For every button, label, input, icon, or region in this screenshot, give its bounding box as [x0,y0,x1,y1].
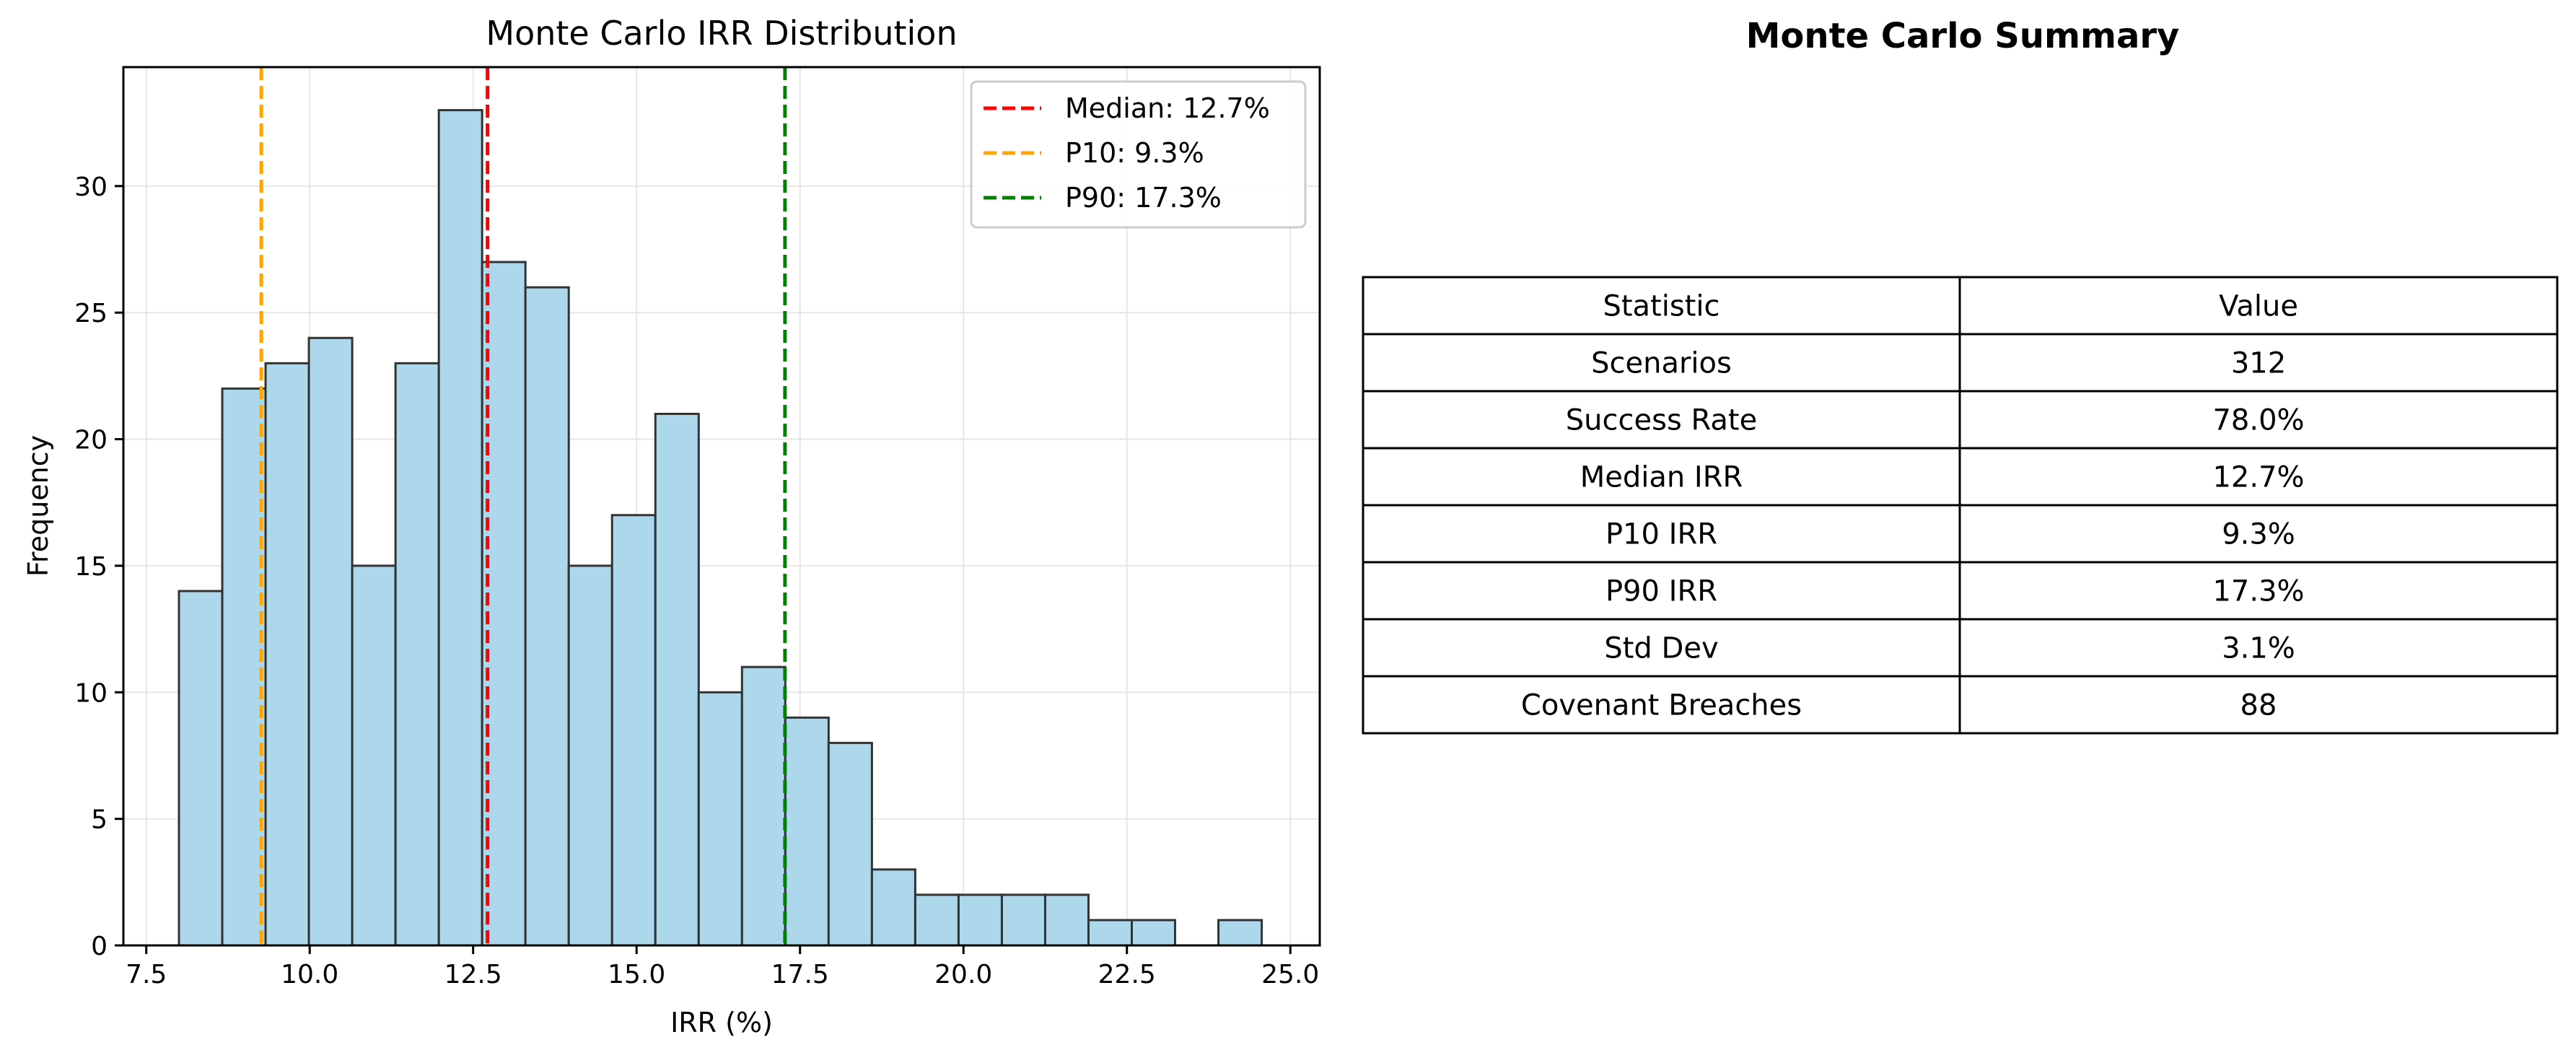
histogram-bar [351,564,397,947]
x-tick-label: 10.0 [281,960,338,989]
summary-table-panel: Monte Carlo Summary Statistic Value Scenar… [1362,16,2559,735]
y-tick-label: 10 [74,678,108,708]
table-cell [1362,390,1961,450]
table-cell-statistic: P90 IRR [1605,575,1717,608]
table-cell [1362,675,1961,735]
histogram-bar [957,893,1003,947]
table-cell [1958,447,2559,507]
table-row: P90 IRR 17.3% [1362,561,2559,621]
table-cell [1958,276,2559,336]
x-axis-ticks: 7.5 10.0 12.5 15.0 17.5 20.0 22.5 25.0 [126,945,1319,989]
legend-entries: Median: 12.7% P10: 9.3% P90: 17.3% [983,92,1270,214]
histogram-bar [1043,893,1090,947]
table-cell-statistic: Scenarios [1591,347,1732,380]
y-axis-ticks: 0 5 10 15 20 25 30 [74,172,123,961]
x-tick-label: 15.0 [608,960,665,989]
table-cell [1362,561,1961,621]
x-tick-label: 22.5 [1098,960,1156,989]
table-cell-value: 9.3% [2222,518,2295,551]
legend-label: P90: 17.3% [1065,182,1222,214]
x-axis-label: IRR (%) [670,1007,773,1039]
x-tick-label: 17.5 [771,960,829,989]
histogram-bar [1131,919,1177,947]
histogram-bars [178,109,1263,947]
x-tick-label: 12.5 [444,960,502,989]
table-row: Covenant Breaches 88 [1362,675,2559,735]
legend: Median: 12.7% P10: 9.3% P90: 17.3% [970,80,1307,229]
histogram-bar [1000,893,1046,947]
table-header-row: Statistic Value [1362,276,2559,336]
histogram-bar [697,691,743,947]
table-header-statistic: Statistic [1603,290,1719,323]
table-cell-statistic: Success Rate [1566,404,1757,437]
y-tick-label: 15 [74,552,108,582]
y-tick-label: 25 [74,299,108,328]
histogram-bar [654,412,700,947]
table-cell-statistic: P10 IRR [1605,518,1717,551]
table-cell [1958,618,2559,678]
table-cell [1958,504,2559,564]
histogram-bar [784,716,830,947]
y-tick-label: 5 [91,805,108,835]
table-cell-value: 312 [2231,347,2286,380]
table-cell [1958,390,2559,450]
table-cell [1958,675,2559,735]
histogram-bar [394,362,440,947]
table-cell-value: 88 [2240,689,2277,722]
y-tick-label: 0 [91,932,108,961]
histogram-title: Monte Carlo IRR Distribution [486,14,957,53]
table-header-value: Value [2219,290,2298,323]
table-row: Std Dev 3.1% [1362,618,2559,678]
histogram-bar [221,387,267,947]
histogram-bar [524,286,570,947]
table-row: Success Rate 78.0% [1362,390,2559,450]
legend-box [970,80,1307,229]
histogram-bar [437,109,483,947]
histogram-bar [870,868,916,947]
table-cell-value: 12.7% [2212,461,2304,494]
table-row: P10 IRR 9.3% [1362,504,2559,564]
table-cell-statistic: Std Dev [1604,632,1718,665]
table-cell-value: 3.1% [2222,632,2295,665]
histogram-bar [827,741,873,947]
x-tick-label: 25.0 [1261,960,1319,989]
histogram-bar [307,336,354,947]
histogram-bar [740,665,787,947]
histogram-bar [178,590,224,947]
y-axis-label: Frequency [22,435,54,577]
histogram-bar [914,893,960,947]
legend-label: Median: 12.7% [1065,92,1270,124]
table-cell [1958,333,2559,393]
histogram-bar [1217,919,1263,947]
histogram-bar [264,362,310,947]
reference-lines [259,67,787,945]
table-row: Scenarios 312 [1362,333,2559,393]
summary-table-title: Monte Carlo Summary [1746,16,2180,56]
table-cell-statistic: Median IRR [1580,461,1743,494]
table-cell [1362,504,1961,564]
table-cell-value: 78.0% [2212,404,2304,437]
table-row: Median IRR 12.7% [1362,447,2559,507]
histogram-bar [481,261,527,947]
x-tick-label: 7.5 [126,960,167,989]
table-cell-statistic: Covenant Breaches [1521,689,1802,722]
irr-histogram-chart: Monte Carlo IRR Distribution 7.5 10.0 12.5… [22,14,1321,1039]
x-tick-label: 20.0 [934,960,992,989]
histogram-bar [610,514,657,947]
summary-table: Statistic Value Scenarios 312 Success Rate 78… [1362,276,2559,735]
histogram-bar [567,564,613,947]
legend-label: P10: 9.3% [1065,137,1204,169]
table-cell [1362,447,1961,507]
y-tick-label: 20 [74,426,108,455]
table-cell-value: 17.3% [2212,575,2304,608]
histogram-bar [1087,919,1134,947]
y-tick-label: 30 [74,172,108,202]
plot-area-frame [122,66,1321,947]
